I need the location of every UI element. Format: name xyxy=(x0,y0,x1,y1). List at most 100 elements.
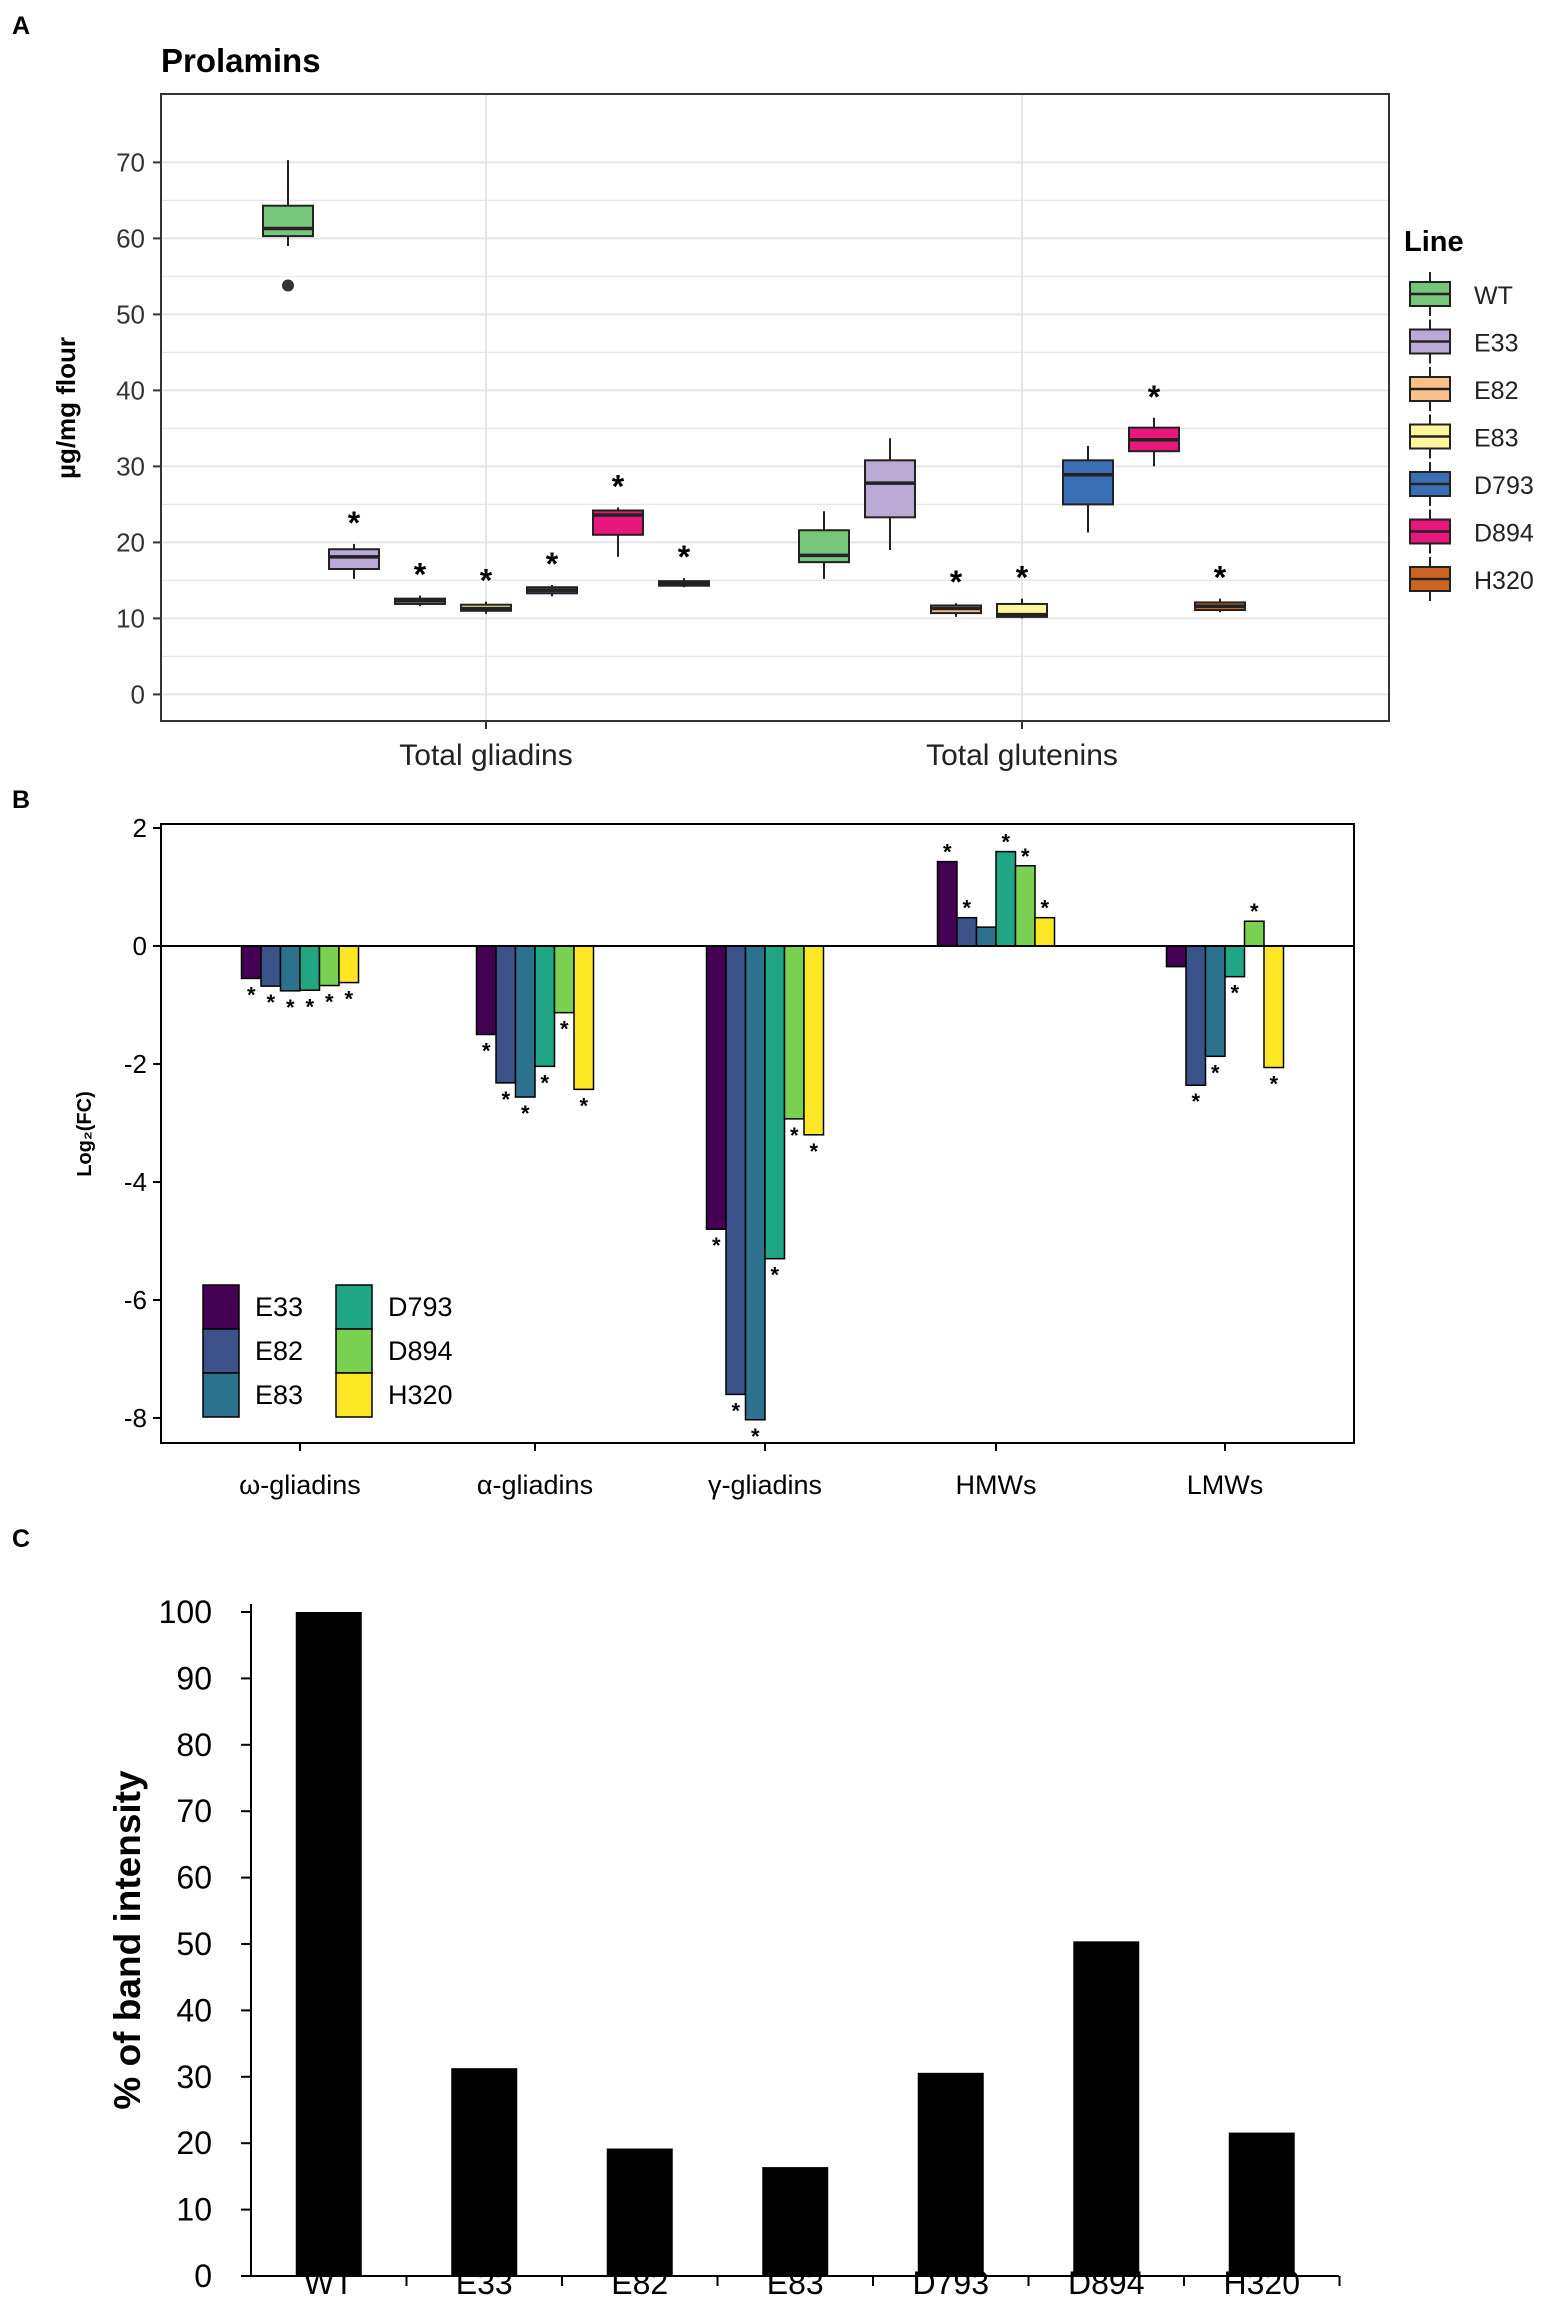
box-e83: * xyxy=(996,560,1048,619)
significance-star: * xyxy=(579,1093,588,1118)
legend-label: D894 xyxy=(1474,520,1534,548)
bar-e33 xyxy=(1165,945,1187,968)
significance-star: * xyxy=(1001,830,1010,855)
significance-star: * xyxy=(521,1101,530,1126)
chart-b-legend: E33 E82 E83 D793 D894 H320 xyxy=(202,1284,453,1418)
legend-swatch xyxy=(335,1372,373,1418)
legend-item-e82: E82 xyxy=(1409,367,1518,411)
significance-star: * xyxy=(1230,981,1239,1006)
significance-star: * xyxy=(751,1424,760,1449)
significance-star: * xyxy=(247,982,256,1007)
bar-e33 xyxy=(936,860,958,947)
legend-label: E83 xyxy=(255,1380,303,1410)
box-outlier xyxy=(282,279,294,292)
legend-item-e33: E33 xyxy=(1409,319,1518,364)
bar-e82 xyxy=(260,945,282,987)
legend-item-d894: D894 xyxy=(335,1328,453,1374)
bar-e83 xyxy=(514,945,536,1098)
y-tick-label: 30 xyxy=(176,2059,212,2095)
bar-e82 xyxy=(1185,945,1207,1086)
box-e82: * xyxy=(394,557,446,607)
significance-star: * xyxy=(678,539,691,575)
legend-label: E82 xyxy=(1474,377,1518,405)
significance-star: * xyxy=(501,1087,510,1112)
x-tick-label: LMWs xyxy=(1187,1470,1264,1500)
chart-c-bars xyxy=(295,1612,1295,2276)
chart-c-y-axis: 0 10 20 30 40 50 60 70 80 90 100 xyxy=(159,1594,251,2294)
bar-e33 xyxy=(705,945,727,1230)
y-tick-label: 20 xyxy=(116,527,145,557)
bar-wt xyxy=(295,1612,362,2276)
box-body xyxy=(1062,459,1114,506)
chart-a-x-axis: Total gliadins Total glutenins xyxy=(399,721,1118,772)
chart-a-plot-frame xyxy=(160,93,1390,722)
legend-item-h320: H320 xyxy=(1409,557,1534,601)
legend-swatch xyxy=(335,1328,373,1374)
bar-h320 xyxy=(1228,2132,1295,2276)
x-tick-label: α-gliadins xyxy=(477,1470,593,1500)
significance-star: * xyxy=(482,1039,491,1064)
chart-a-ylabel: µg/mg flour xyxy=(51,337,81,479)
bar-d793 xyxy=(299,945,321,991)
significance-star: * xyxy=(1214,560,1227,596)
bar-e83 xyxy=(1204,945,1226,1058)
y-tick-label: 30 xyxy=(116,451,145,481)
box-body xyxy=(798,529,850,564)
bar-h320 xyxy=(1263,945,1285,1069)
significance-star: * xyxy=(480,563,493,599)
y-tick-label: 100 xyxy=(159,1594,212,1630)
panel-a: A Prolamins 0 10 20 30 40 50 60 70 Total gliadi… xyxy=(12,12,1534,772)
bar-d793 xyxy=(1224,945,1246,978)
significance-star: * xyxy=(1040,896,1049,921)
significance-star: * xyxy=(414,557,427,593)
bar-d894 xyxy=(318,945,340,987)
legend-item-d793: D793 xyxy=(335,1284,453,1330)
significance-star: * xyxy=(1191,1089,1200,1114)
y-tick-label: 50 xyxy=(176,1926,212,1962)
panel-label-a: A xyxy=(12,12,30,40)
x-tick-label: HMWs xyxy=(956,1470,1037,1500)
significance-star: * xyxy=(560,1017,569,1042)
y-tick-label: 50 xyxy=(116,299,145,329)
legend-item-d894: D894 xyxy=(1409,509,1534,554)
bar-d793 xyxy=(534,945,556,1068)
bar-h320 xyxy=(1034,916,1056,947)
box-e83: * xyxy=(460,563,512,614)
y-tick-label: 0 xyxy=(133,931,147,961)
significance-star: * xyxy=(1211,1060,1220,1085)
bar-e82 xyxy=(495,945,517,1084)
legend-label: D894 xyxy=(388,1336,453,1366)
bar-d894 xyxy=(553,945,575,1014)
chart-b-ylabel: Log₂(FC) xyxy=(74,1091,96,1177)
y-tick-label: 10 xyxy=(116,603,145,633)
legend-item-h320: H320 xyxy=(335,1372,453,1418)
significance-star: * xyxy=(348,505,361,541)
significance-star: * xyxy=(344,987,353,1012)
bar-e33 xyxy=(451,2068,518,2276)
legend-item-wt: WT xyxy=(1409,272,1513,316)
x-tick-label: ω-gliadins xyxy=(239,1470,361,1500)
y-tick-label: 10 xyxy=(176,2192,212,2228)
chart-a-boxes: * * * * * * * * * * xyxy=(262,160,1246,619)
significance-star: * xyxy=(1148,379,1161,415)
legend-label: D793 xyxy=(388,1292,453,1322)
box-d793: * xyxy=(526,546,578,597)
legend-item-e83: E83 xyxy=(202,1372,303,1418)
box-d894: * xyxy=(1128,379,1180,467)
y-tick-label: -4 xyxy=(124,1167,147,1197)
chart-b-x-axis: ω-gliadins α-gliadins γ-gliadins HMWs LMWs xyxy=(239,1443,1263,1500)
box-h320: * xyxy=(1194,560,1246,613)
significance-star: * xyxy=(809,1139,818,1164)
y-tick-label: 70 xyxy=(116,147,145,177)
box-e82: * xyxy=(930,564,982,617)
y-tick-label: 70 xyxy=(176,1793,212,1829)
x-tick-label: γ-gliadins xyxy=(708,1470,822,1500)
y-tick-label: 0 xyxy=(131,679,145,709)
bar-d894 xyxy=(783,945,805,1120)
significance-star: * xyxy=(770,1263,779,1288)
bar-e82 xyxy=(956,916,978,947)
y-tick-label: 90 xyxy=(176,1660,212,1696)
legend-swatch xyxy=(335,1284,373,1330)
bar-e83 xyxy=(744,945,766,1421)
